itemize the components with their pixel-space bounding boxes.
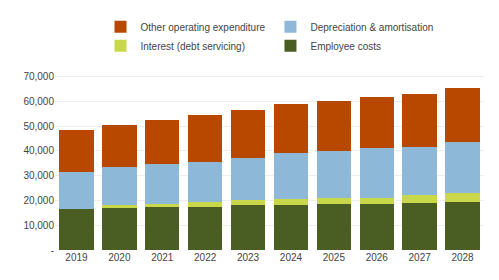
svg-text:2022: 2022: [194, 252, 217, 263]
svg-text:2020: 2020: [108, 252, 131, 263]
svg-text:40,000: 40,000: [23, 145, 54, 156]
svg-text:2021: 2021: [151, 252, 174, 263]
svg-text:-: -: [51, 245, 54, 256]
svg-text:Depreciation & amortisation: Depreciation & amortisation: [310, 22, 433, 33]
svg-text:2026: 2026: [366, 252, 389, 263]
svg-text:50,000: 50,000: [23, 121, 54, 132]
svg-text:30,000: 30,000: [23, 170, 54, 181]
svg-text:Employee costs: Employee costs: [310, 41, 381, 52]
svg-text:2025: 2025: [323, 252, 346, 263]
svg-text:70,000: 70,000: [23, 71, 54, 82]
svg-text:20,000: 20,000: [23, 195, 54, 206]
svg-text:10,000: 10,000: [23, 220, 54, 231]
svg-text:2024: 2024: [280, 252, 303, 263]
svg-text:2028: 2028: [451, 252, 474, 263]
svg-text:2027: 2027: [409, 252, 432, 263]
svg-text:60,000: 60,000: [23, 96, 54, 107]
svg-text:Other operating expenditure: Other operating expenditure: [141, 22, 266, 33]
svg-text:2019: 2019: [65, 252, 88, 263]
svg-text:2023: 2023: [237, 252, 260, 263]
svg-text:Interest (debt servicing): Interest (debt servicing): [141, 41, 246, 52]
